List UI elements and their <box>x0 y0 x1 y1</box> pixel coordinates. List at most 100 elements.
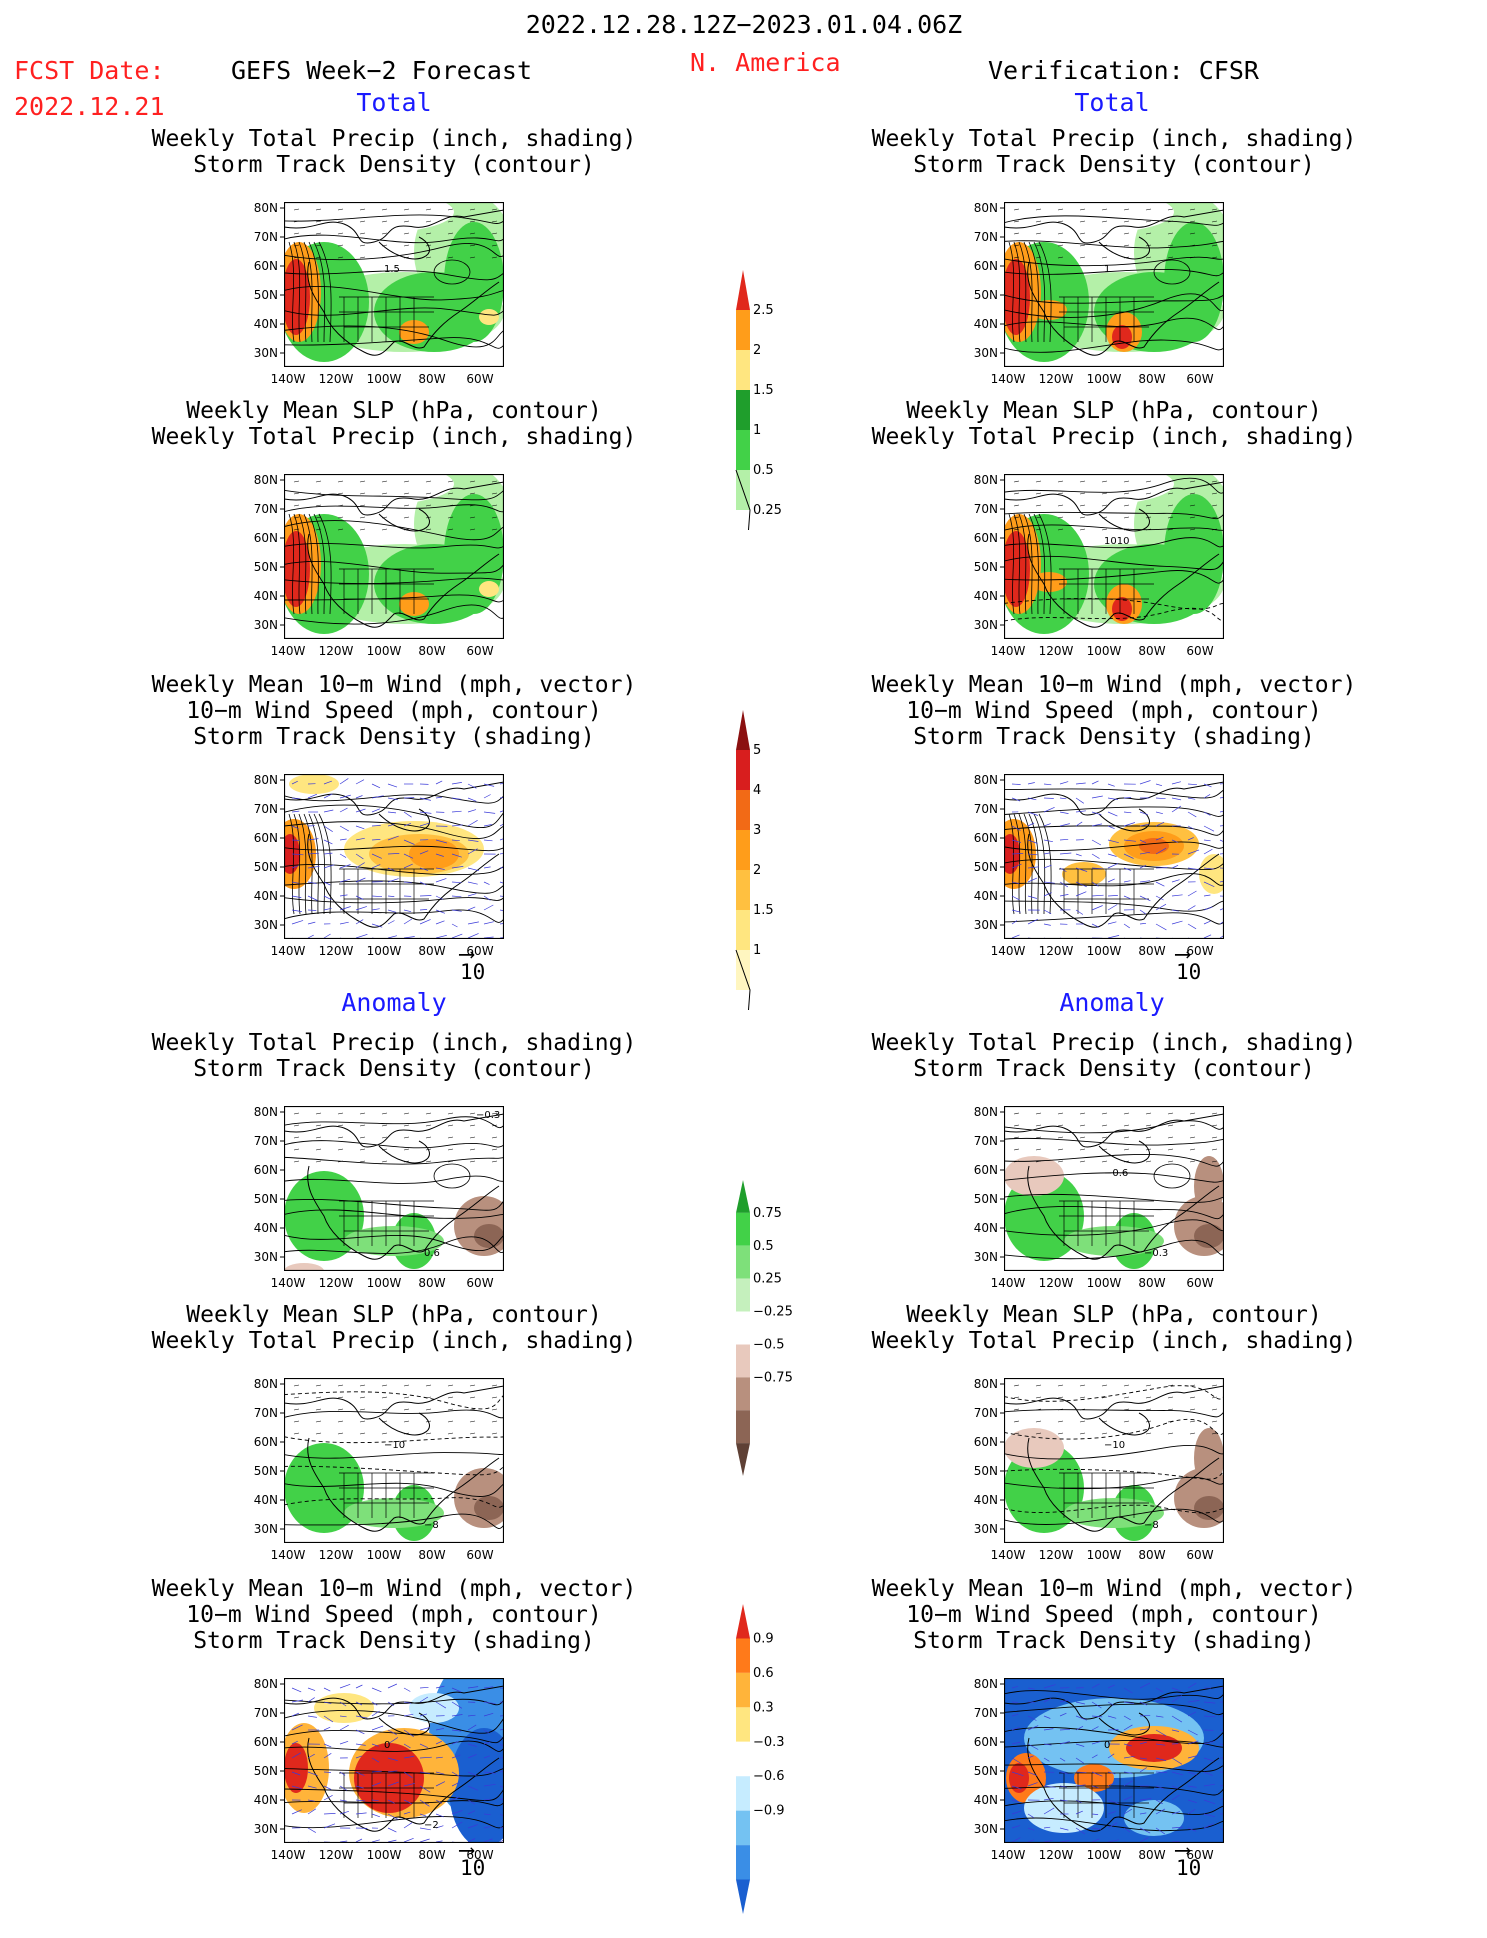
lon-tick-label: 120W <box>1039 1276 1074 1290</box>
lat-tick-label: 60N <box>254 1163 278 1177</box>
lat-tick-label: 50N <box>974 560 998 574</box>
lat-tick-label: 30N <box>974 1250 998 1264</box>
vector-reference: ⟶ 10 <box>460 944 485 985</box>
map-frame <box>1004 202 1224 367</box>
lat-tick-label: 30N <box>254 1250 278 1264</box>
map-svg: −10 −8 80N 70N 60N 50N 40N 30N 140W 120W 100W 80W 60… <box>254 1377 504 1562</box>
shading-region <box>1006 574 1022 594</box>
panel-title: Weekly Total Precip (inch, shading) Storm… <box>794 126 1434 178</box>
map-panel-cfsr-total-slp: 1010 80N 70N 60N 50N 40N 30N 140W 120W 100W 80W 60W <box>944 468 1244 663</box>
shading-region <box>1031 572 1067 592</box>
lat-tick-label: 80N <box>254 473 278 487</box>
panel-title: Weekly Mean 10−m Wind (mph, vector) 10−m … <box>794 1576 1434 1654</box>
panel-title: Weekly Mean SLP (hPa, contour) Weekly Tot… <box>794 1302 1434 1354</box>
shading-region <box>1064 1226 1164 1256</box>
lat-tick-label: 70N <box>254 802 278 816</box>
lat-tick-label: 40N <box>974 1493 998 1507</box>
colorbar-label: 1 <box>753 423 761 438</box>
shading-region <box>449 1728 504 1843</box>
colorbar-label: 2.5 <box>753 303 774 318</box>
shading-region <box>1112 597 1132 621</box>
lat-tick-label: 30N <box>974 618 998 632</box>
lon-tick-label: 100W <box>1087 944 1122 958</box>
lat-tick-label: 40N <box>974 889 998 903</box>
colorbar-segment <box>736 430 750 470</box>
panel-title: Weekly Mean 10−m Wind (mph, vector) 10−m … <box>74 1576 714 1654</box>
lon-tick-label: 120W <box>1039 1548 1074 1562</box>
section-anomaly-right: Anomaly <box>1059 988 1165 1017</box>
map-panel-gefs-total-slp: 80N 70N 60N 50N 40N 30N 140W 120W 100W 80W 60W <box>224 468 524 663</box>
shading-region <box>284 834 300 874</box>
lon-tick-label: 140W <box>991 644 1026 658</box>
map-frame <box>284 202 504 367</box>
colorbar-label: 0.75 <box>753 1206 782 1221</box>
shading-region <box>1009 1763 1029 1793</box>
lat-tick-label: 50N <box>254 1464 278 1478</box>
contour-label: −10 <box>384 1440 405 1451</box>
panel-title-line: Storm Track Density (shading) <box>193 724 595 750</box>
lon-tick-label: 60W <box>1186 944 1213 958</box>
lat-tick-label: 50N <box>254 560 278 574</box>
lat-tick-label: 60N <box>254 1735 278 1749</box>
colorbar-segment <box>736 1845 750 1880</box>
shading-region <box>1112 325 1132 349</box>
panel-title-line: Weekly Total Precip (inch, shading) <box>151 1328 637 1354</box>
panel-title-line: Storm Track Density (contour) <box>913 152 1315 178</box>
colorbar-segment <box>736 830 750 870</box>
lat-tick-label: 60N <box>974 259 998 273</box>
lat-tick-label: 40N <box>254 1493 278 1507</box>
contour-label: −0.3 <box>1144 1248 1168 1259</box>
panel-title: Weekly Total Precip (inch, shading) Storm… <box>74 1030 714 1082</box>
lon-tick-label: 80W <box>1138 1848 1165 1862</box>
lon-tick-label: 80W <box>418 1848 445 1862</box>
lat-tick-label: 40N <box>974 317 998 331</box>
period-title: 2022.12.28.12Z−2023.01.04.06Z <box>525 10 963 39</box>
colorbar-segment <box>736 1776 750 1811</box>
map-frame <box>1004 1678 1224 1843</box>
lon-tick-label: 80W <box>1138 1276 1165 1290</box>
lon-tick-label: 60W <box>466 1548 493 1562</box>
contour-label: 0 <box>1104 1740 1110 1751</box>
colorbar-segment <box>736 1741 750 1777</box>
colorbar-label: −0.9 <box>753 1804 785 1819</box>
colorbar-segment <box>736 1212 750 1246</box>
panel-title: Weekly Mean 10−m Wind (mph, vector) 10−m … <box>794 672 1434 750</box>
colorbar-segment <box>736 310 750 350</box>
map-svg: −10 −8 80N 70N 60N 50N 40N 30N 140W 120W 100W 80W 60… <box>974 1377 1224 1562</box>
colorbar-segment <box>736 1638 750 1673</box>
map-svg: 0 80N 70N 60N 50N 40N 30N 140W 120W 100W 80W 60W <box>974 1677 1224 1862</box>
colorbar-track-total: 5 4 3 2 1.5 1 <box>730 690 800 1031</box>
lat-tick-label: 80N <box>974 1105 998 1119</box>
map-frame <box>1004 1106 1224 1271</box>
colorbar-label: −0.3 <box>753 1735 785 1750</box>
panel-title-line: 10−m Wind Speed (mph, contour) <box>186 1602 602 1628</box>
map-panel-cfsr-total-wind: 80N 70N 60N 50N 40N 30N 140W 120W 100W 80W 60W <box>944 768 1244 963</box>
colorbar-precip-anom: 0.75 0.5 0.25 −0.25 −0.5 −0.75 <box>730 1160 800 1496</box>
colorbar-label: −0.5 <box>753 1337 785 1352</box>
lat-tick-label: 70N <box>974 802 998 816</box>
contour-label: 0 <box>384 1740 390 1751</box>
shading-region <box>1004 1156 1064 1196</box>
map-panel-gefs-total-precip: 1.5 80N 70N 60N 50N 40N 30N 140W 120W 100W 80W 60W <box>224 196 524 391</box>
map-panel-gefs-anom-wind: 0 −2 80N 70N 60N 50N 40N 30N 140W 120W 100W 80W 60W <box>224 1672 524 1867</box>
panel-title-line: Weekly Total Precip (inch, shading) <box>151 1030 637 1056</box>
panel-title-line: Weekly Total Precip (inch, shading) <box>871 1328 1357 1354</box>
shading-region <box>354 1743 424 1813</box>
colorbar-label: 1 <box>753 943 761 958</box>
shading-region <box>1194 1156 1224 1216</box>
panel-title-line: Weekly Mean SLP (hPa, contour) <box>186 398 602 424</box>
colorbar-segment <box>736 1443 750 1476</box>
colorbar-label: 0.3 <box>753 1700 774 1715</box>
lat-tick-label: 60N <box>974 1435 998 1449</box>
vector-reference-value: 10 <box>1176 1856 1202 1880</box>
lon-tick-label: 80W <box>418 372 445 386</box>
panel-title-line: Weekly Mean SLP (hPa, contour) <box>906 1302 1322 1328</box>
colorbar-segment <box>736 1245 750 1279</box>
lon-tick-label: 140W <box>271 1848 306 1862</box>
panel-title-line: Storm Track Density (shading) <box>193 1628 595 1654</box>
lat-tick-label: 30N <box>254 1522 278 1536</box>
colorbar-segment <box>736 710 750 750</box>
panel-title-line: Weekly Mean 10−m Wind (mph, vector) <box>871 1576 1357 1602</box>
shading-region <box>1004 202 1174 234</box>
lat-tick-label: 60N <box>974 1163 998 1177</box>
